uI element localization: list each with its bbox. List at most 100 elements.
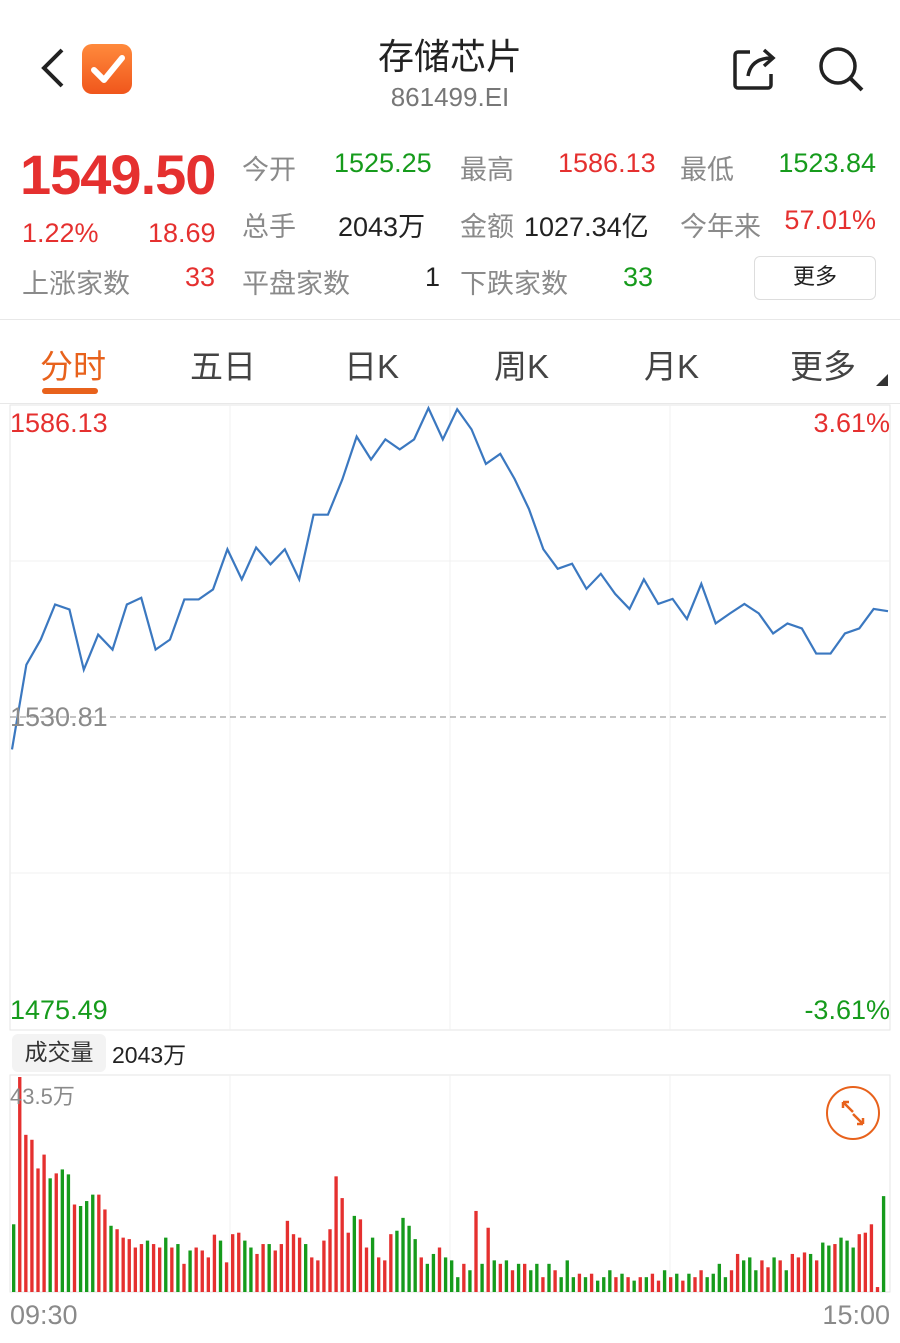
volume-bar: [109, 1225, 113, 1292]
x-end-label: 15:00: [822, 1300, 890, 1330]
volume-bar: [212, 1234, 217, 1292]
volume-bar: [474, 1210, 478, 1292]
volume-bar: [377, 1257, 381, 1292]
volume-bar: [72, 1204, 77, 1292]
volume-bar: [437, 1247, 442, 1292]
volume-bar: [589, 1273, 594, 1292]
volume-bar: [638, 1277, 642, 1292]
open-label: 今开: [242, 155, 296, 185]
pct-max-label: 3.61%: [813, 408, 890, 438]
volume-bar: [304, 1244, 308, 1292]
volume-bar: [662, 1270, 667, 1292]
volume-bar: [255, 1253, 259, 1292]
volume-bar: [523, 1263, 527, 1292]
volume-bar: [139, 1244, 144, 1292]
divider: [0, 403, 900, 404]
volume-bar: [249, 1247, 253, 1292]
volume-bar: [681, 1280, 685, 1292]
share-button[interactable]: [730, 44, 778, 97]
volume-bar: [145, 1240, 150, 1292]
volume-bar: [650, 1273, 655, 1292]
volume-bar: [334, 1176, 338, 1292]
volume-bar: [218, 1240, 223, 1292]
volume-bar: [669, 1277, 673, 1292]
volume-bar: [231, 1234, 235, 1292]
low-value: 1523.84: [778, 148, 876, 178]
volume-bar: [553, 1270, 557, 1292]
logo: [82, 44, 132, 94]
expand-chart-button[interactable]: [826, 1086, 880, 1140]
volume-bar: [735, 1253, 740, 1292]
volume-bar: [583, 1277, 588, 1292]
volume-bar: [644, 1277, 649, 1292]
ytd-value: 57.01%: [784, 205, 876, 235]
amount-label: 金额: [460, 212, 514, 242]
pct-min-label: -3.61%: [804, 995, 890, 1025]
tab-five-day[interactable]: 五日: [190, 348, 256, 385]
divider: [0, 319, 900, 320]
volume-bar: [170, 1247, 174, 1292]
tab-daily-k[interactable]: 日K: [344, 348, 400, 385]
volume-bar: [705, 1277, 709, 1292]
volume-bar: [358, 1219, 363, 1292]
volume-bar: [346, 1232, 350, 1292]
volume-bar: [200, 1250, 204, 1292]
volume-bar: [559, 1277, 563, 1292]
volume-bar: [614, 1277, 618, 1292]
volume-bar: [851, 1247, 855, 1292]
volume-bar: [121, 1237, 125, 1292]
check-icon: [91, 55, 125, 83]
volume-bar: [340, 1198, 344, 1292]
volume-bar: [529, 1270, 533, 1292]
volume-bar: [565, 1260, 569, 1292]
volume-bar: [261, 1244, 265, 1292]
volume-bar: [608, 1270, 612, 1292]
volume-bar: [364, 1247, 369, 1292]
y-max-label: 1586.13: [10, 408, 108, 438]
tab-monthly-k[interactable]: 月K: [644, 348, 700, 385]
volume-indicator-button[interactable]: 成交量: [12, 1034, 106, 1072]
volume-bar: [194, 1247, 198, 1292]
volume-bar: [425, 1263, 430, 1292]
tab-more[interactable]: 更多: [790, 348, 856, 385]
volume-bar: [158, 1247, 162, 1292]
tab-intraday[interactable]: 分时: [40, 348, 106, 385]
volume-bar: [60, 1169, 65, 1292]
volume-bar: [450, 1260, 454, 1292]
back-button[interactable]: [36, 44, 68, 92]
volume-bar: [310, 1257, 314, 1292]
volume-bar: [328, 1229, 332, 1292]
volume-bar: [316, 1260, 320, 1292]
volume-bar: [291, 1234, 296, 1292]
volume-bar: [273, 1250, 277, 1292]
more-button[interactable]: 更多: [754, 256, 876, 300]
prev-close-label: 1530.81: [10, 702, 108, 732]
volume-bar: [541, 1277, 545, 1292]
volume-bar: [498, 1263, 503, 1292]
volume-bar: [480, 1263, 484, 1292]
share-icon: [733, 48, 776, 90]
volume-bar: [486, 1227, 490, 1292]
volume-bar: [182, 1263, 186, 1292]
search-button[interactable]: [816, 44, 866, 99]
volume-bar: [802, 1252, 807, 1292]
volume-bar: [97, 1194, 101, 1292]
volume-total: 2043万: [112, 1042, 187, 1068]
volume-value: 2043万: [338, 212, 426, 242]
volume-bar: [699, 1270, 703, 1292]
volume-bar: [12, 1224, 16, 1292]
volume-bar: [151, 1244, 156, 1292]
page-title: 存储芯片: [377, 36, 522, 77]
volume-bar: [66, 1174, 71, 1292]
volume-bar: [827, 1245, 831, 1292]
volume-bar: [839, 1237, 843, 1292]
volume-bar: [18, 1077, 22, 1292]
volume-bar: [808, 1253, 813, 1292]
volume-bar: [413, 1239, 417, 1292]
volume-bar: [516, 1263, 521, 1292]
volume-bar: [687, 1273, 691, 1292]
volume-bar: [571, 1277, 576, 1292]
volume-bar: [881, 1196, 886, 1292]
tab-weekly-k[interactable]: 周K: [494, 348, 550, 385]
